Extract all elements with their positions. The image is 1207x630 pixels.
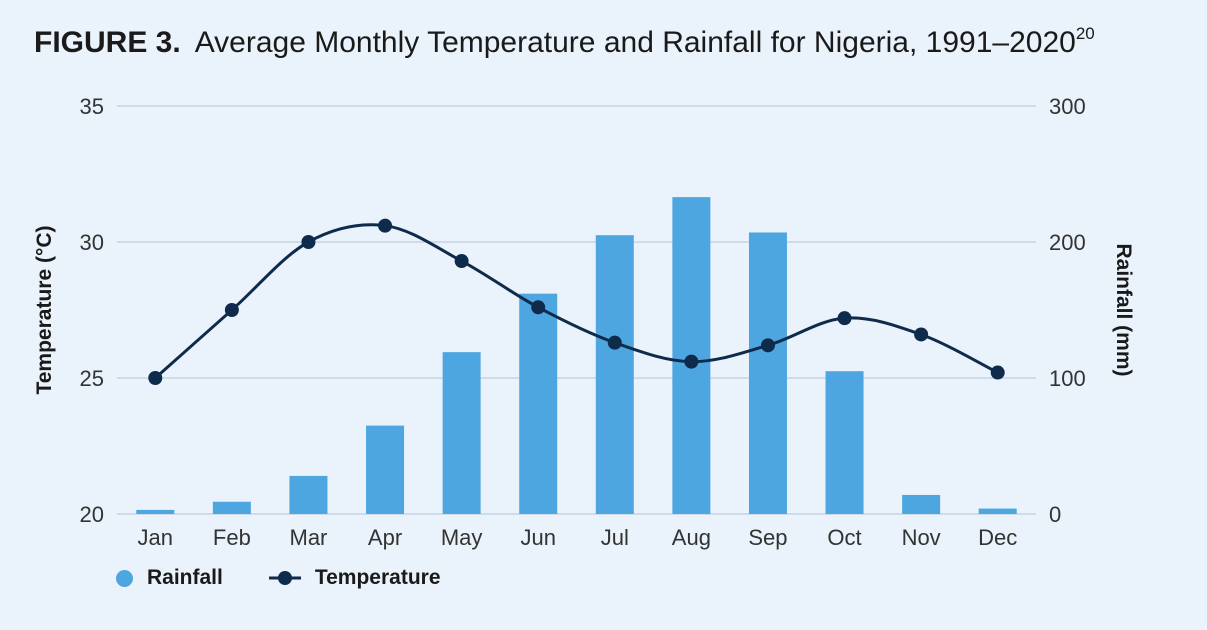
rainfall-bar xyxy=(978,508,1017,514)
y-right-tick-label: 100 xyxy=(1049,366,1086,391)
y-right-tick-label: 300 xyxy=(1049,94,1086,119)
temperature-point xyxy=(914,327,929,342)
temperature-point xyxy=(684,354,699,369)
temperature-line-group xyxy=(148,218,1005,385)
x-tick-label: Oct xyxy=(827,525,861,550)
rainfall-bar xyxy=(212,501,251,514)
legend-item-rainfall: Rainfall xyxy=(116,566,223,590)
y-left-tick-label: 35 xyxy=(80,94,104,119)
rainfall-bar xyxy=(442,352,481,514)
y-left-tick-label: 25 xyxy=(80,366,104,391)
y-axis-right-title: Rainfall (mm) xyxy=(1112,243,1135,376)
temperature-point xyxy=(607,335,622,350)
rainfall-bar xyxy=(519,293,558,514)
temperature-point xyxy=(760,338,775,353)
legend-rainfall-label: Rainfall xyxy=(147,566,223,589)
temperature-swatch xyxy=(268,571,301,585)
temperature-point xyxy=(224,303,239,317)
temperature-point xyxy=(837,311,852,326)
figure-label: FIGURE 3. xyxy=(34,26,181,59)
gridlines xyxy=(117,105,1036,515)
figure-title: Average Monthly Temperature and Rainfall… xyxy=(194,26,1076,59)
legend-item-temperature: Temperature xyxy=(268,566,441,590)
temperature-point xyxy=(531,300,546,315)
y-right-tick-label: 200 xyxy=(1049,230,1086,255)
figure-footnote: 20 xyxy=(1075,24,1095,43)
rainfall-swatch xyxy=(116,569,133,587)
temperature-point xyxy=(990,365,1005,380)
y-axis-left-title: Temperature (°C) xyxy=(33,225,56,394)
x-tick-label: Nov xyxy=(902,525,941,550)
rainfall-bar xyxy=(902,494,941,514)
x-tick-label: May xyxy=(441,525,483,550)
x-tick-label: Mar xyxy=(290,525,328,550)
rainfall-bar xyxy=(289,475,328,514)
temperature-point xyxy=(454,254,469,269)
temperature-point xyxy=(378,218,393,233)
legend-temperature-label: Temperature xyxy=(314,566,441,589)
x-tick-label: Feb xyxy=(213,525,251,550)
temperature-line xyxy=(154,223,999,380)
rainfall-bars xyxy=(136,197,1017,515)
rainfall-bar xyxy=(136,509,175,514)
chart-legend: Rainfall Temperature xyxy=(116,566,441,590)
rainfall-bar xyxy=(595,235,634,514)
x-tick-label: Dec xyxy=(978,525,1017,550)
temperature-point xyxy=(148,371,163,385)
x-tick-label: Jan xyxy=(138,525,173,550)
x-tick-label: Sep xyxy=(748,525,787,550)
x-tick-label: Jul xyxy=(601,525,629,550)
y-left-tick-label: 20 xyxy=(80,502,104,527)
rainfall-bar xyxy=(748,232,787,515)
temperature-point xyxy=(301,235,316,249)
x-tick-label: Apr xyxy=(368,525,402,550)
rainfall-bar xyxy=(366,425,405,514)
x-tick-label: Aug xyxy=(672,525,711,550)
y-right-tick-label: 0 xyxy=(1049,502,1061,527)
y-left-tick-label: 30 xyxy=(80,230,104,255)
x-tick-label: Jun xyxy=(520,525,555,550)
chart-title: FIGURE 3. Average Monthly Temperature and… xyxy=(34,24,1095,60)
rainfall-bar xyxy=(825,371,864,514)
